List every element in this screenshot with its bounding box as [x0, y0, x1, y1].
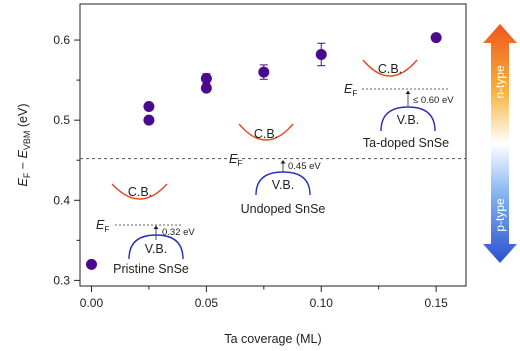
undoped-material-label: Undoped SnSe: [241, 202, 326, 216]
ta-doped-ef-e: E: [344, 82, 353, 96]
ta-doped-ef-label: EF: [344, 82, 358, 98]
y-tick-label: 0.5: [53, 113, 70, 127]
y-label-vbm-sub: VBM: [22, 131, 32, 151]
y-tick-label: 0.6: [53, 33, 70, 47]
undoped-ef-e: E: [229, 152, 238, 166]
y-label-e2: E: [16, 149, 30, 158]
ta-doped-gap-label: ≤ 0.60 eV: [413, 95, 454, 106]
plot-frame: [79, 3, 467, 287]
data-point: [258, 66, 270, 78]
pristine-cb-label: C.B.: [128, 185, 152, 199]
undoped-ef-label: EF: [229, 152, 243, 168]
data-point: [200, 73, 212, 85]
y-axis-label: EF − EVBM (eV): [16, 103, 32, 186]
data-point: [430, 32, 442, 44]
ta-doped-inset: C.B. EF ≤ 0.60 eV V.B. Ta-doped SnSe: [344, 59, 454, 150]
undoped-inset: C.B. EF 0.45 eV V.B. Undoped SnSe: [229, 123, 326, 216]
pristine-gap-arrowhead: [153, 225, 159, 229]
x-axis-ticks: 0.00 0.05 0.10 0.15: [80, 286, 448, 310]
y-label-minus: −: [16, 158, 30, 172]
undoped-ef-sub: F: [237, 158, 242, 168]
ta-doped-cb-label: C.B.: [378, 62, 402, 76]
p-type-label: p-type: [493, 198, 507, 232]
undoped-vb-label: V.B.: [272, 178, 294, 192]
undoped-gap-arrowhead: [280, 160, 286, 164]
ta-doped-material-label: Ta-doped SnSe: [363, 136, 449, 150]
x-axis-label: Ta coverage (ML): [224, 332, 321, 346]
ta-doped-gap-arrowhead: [405, 90, 411, 94]
y-axis-ticks: 0.3 0.4 0.5 0.6: [53, 33, 80, 287]
pristine-cb-curve: [111, 183, 168, 200]
x-tick-label: 0.10: [310, 296, 334, 310]
pristine-material-label: Pristine SnSe: [113, 262, 189, 276]
undoped-gap-label: 0.45 eV: [288, 161, 321, 172]
ta-doped-vb-curve: [380, 106, 436, 132]
data-point: [143, 114, 155, 126]
x-tick-label: 0.00: [80, 296, 104, 310]
pristine-ef-label: EF: [96, 218, 110, 234]
data-point: [200, 82, 212, 94]
ta-doped-cb-curve: [362, 59, 418, 77]
pristine-vb-label: V.B.: [145, 242, 167, 256]
pristine-inset: C.B. EF 0.32 eV V.B. Pristine SnSe: [96, 183, 195, 276]
y-label-e: E: [16, 178, 30, 187]
pristine-vb-curve: [128, 234, 184, 260]
data-point: [85, 258, 97, 270]
ta-doped-ef-sub: F: [352, 88, 357, 98]
pristine-ef-e: E: [96, 218, 105, 232]
y-tick-label: 0.3: [53, 273, 70, 287]
ta-doped-vb-label: V.B.: [397, 113, 419, 127]
carrier-type-arrow-body: [483, 24, 517, 263]
y-tick-label: 0.4: [53, 193, 70, 207]
carrier-type-arrow: n-type p-type: [483, 24, 517, 263]
x-tick-label: 0.05: [195, 296, 219, 310]
n-type-label: n-type: [493, 65, 507, 99]
undoped-cb-curve: [238, 123, 294, 141]
y-label-f-sub: F: [22, 172, 32, 178]
undoped-vb-curve: [255, 171, 311, 196]
x-tick-label: 0.15: [424, 296, 448, 310]
pristine-gap-label: 0.32 eV: [162, 227, 195, 238]
data-points: [85, 32, 442, 270]
pristine-ef-sub: F: [104, 224, 109, 234]
y-label-unit: (eV): [16, 103, 30, 130]
undoped-cb-label: C.B.: [254, 127, 278, 141]
data-point: [315, 48, 327, 60]
data-point: [143, 101, 155, 113]
